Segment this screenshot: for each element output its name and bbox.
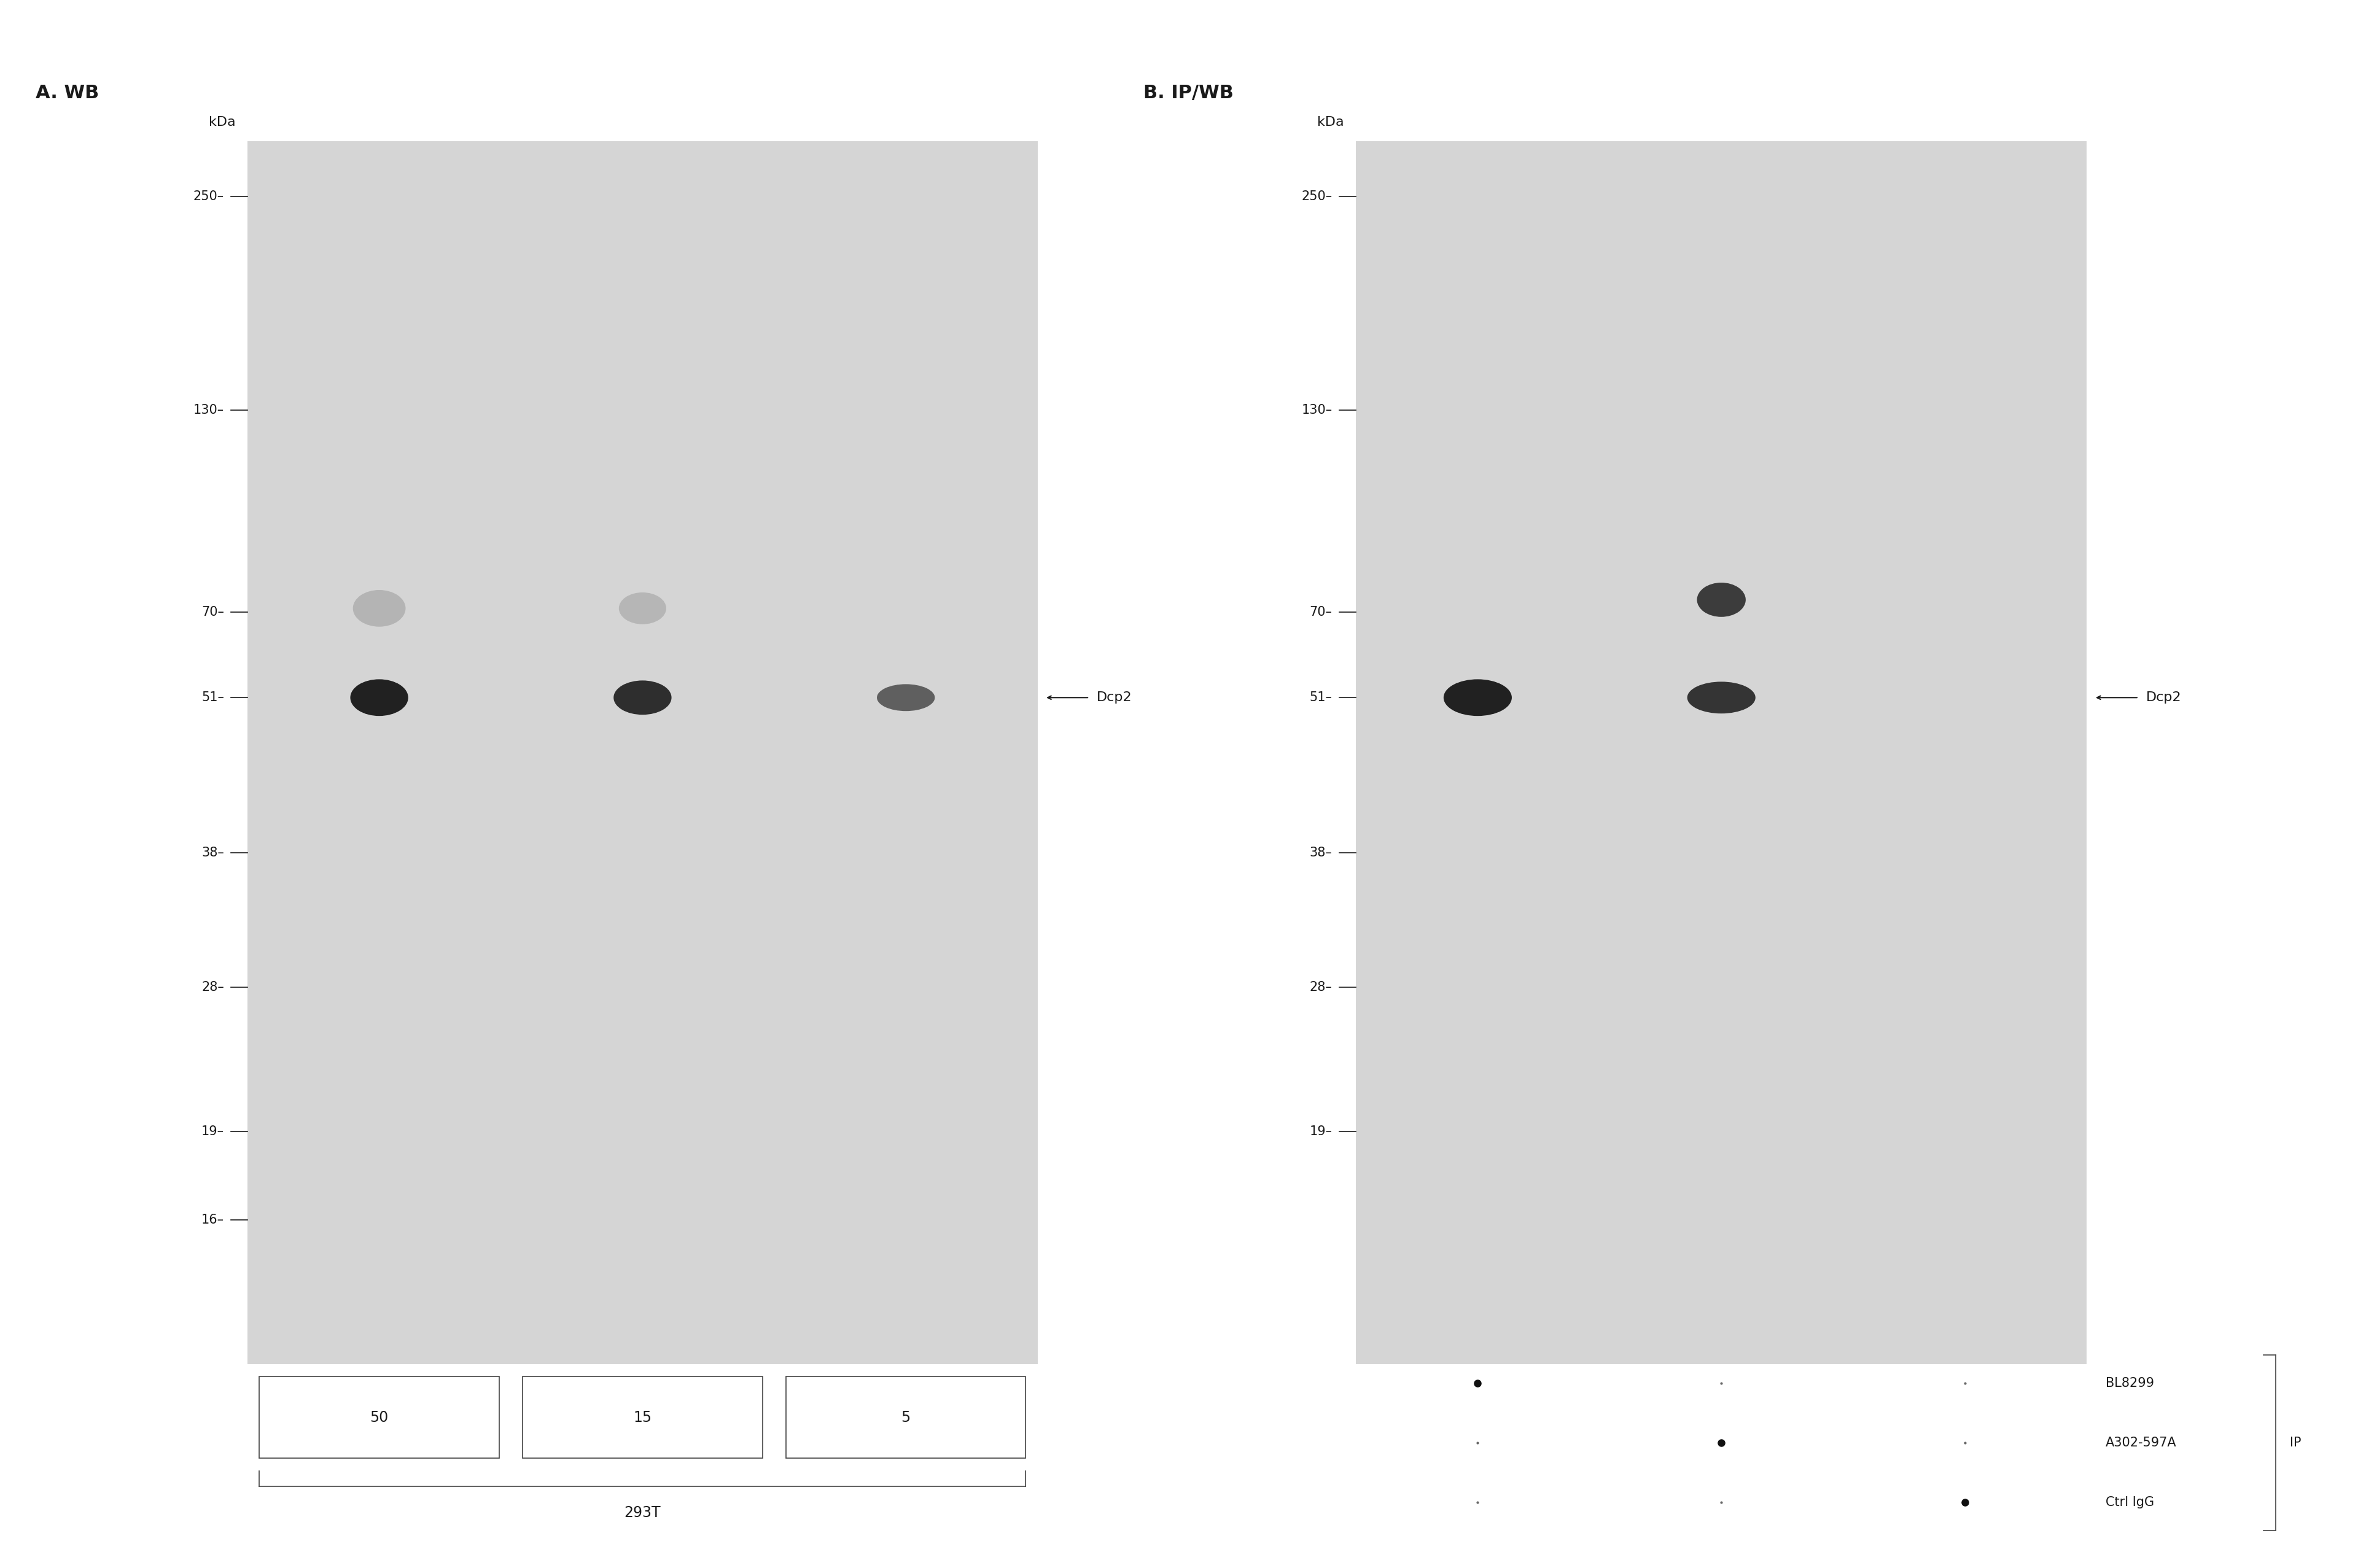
Ellipse shape [613, 681, 672, 715]
Bar [785, 1377, 1026, 1458]
Text: 130–: 130– [1302, 405, 1332, 417]
Text: 19–: 19– [1309, 1126, 1332, 1138]
Ellipse shape [351, 679, 408, 717]
Bar [248, 141, 1038, 1364]
Text: 250–: 250– [193, 190, 224, 202]
Ellipse shape [618, 593, 667, 624]
Bar [259, 1377, 500, 1458]
Text: Dcp2: Dcp2 [2146, 691, 2181, 704]
Text: 19–: 19– [200, 1126, 224, 1138]
Text: 250–: 250– [1302, 190, 1332, 202]
Text: IP: IP [2290, 1436, 2301, 1449]
Ellipse shape [1688, 682, 1754, 713]
Text: A. WB: A. WB [35, 85, 99, 102]
Bar [1356, 141, 2087, 1364]
Text: 50: 50 [370, 1410, 389, 1425]
Text: B. IP/WB: B. IP/WB [1144, 85, 1233, 102]
Text: 51–: 51– [200, 691, 224, 704]
Text: 51–: 51– [1309, 691, 1332, 704]
Ellipse shape [877, 684, 934, 710]
Text: Dcp2: Dcp2 [1096, 691, 1132, 704]
Text: Ctrl IgG: Ctrl IgG [2106, 1496, 2155, 1508]
Text: 38–: 38– [1309, 847, 1332, 859]
Text: 28–: 28– [200, 982, 224, 994]
Text: 28–: 28– [1309, 982, 1332, 994]
Text: 38–: 38– [200, 847, 224, 859]
Bar [523, 1377, 762, 1458]
Text: 130–: 130– [193, 405, 224, 417]
Text: 15: 15 [634, 1410, 651, 1425]
Text: kDa: kDa [210, 116, 236, 129]
Text: 70–: 70– [200, 605, 224, 618]
Text: 16–: 16– [200, 1214, 224, 1226]
Text: 70–: 70– [1309, 605, 1332, 618]
Ellipse shape [1443, 679, 1511, 717]
Text: 293T: 293T [625, 1505, 660, 1519]
Ellipse shape [354, 590, 406, 627]
Text: kDa: kDa [1318, 116, 1344, 129]
Text: 5: 5 [901, 1410, 910, 1425]
Ellipse shape [1698, 583, 1745, 616]
Text: BL8299: BL8299 [2106, 1377, 2155, 1389]
Text: A302-597A: A302-597A [2106, 1436, 2176, 1449]
